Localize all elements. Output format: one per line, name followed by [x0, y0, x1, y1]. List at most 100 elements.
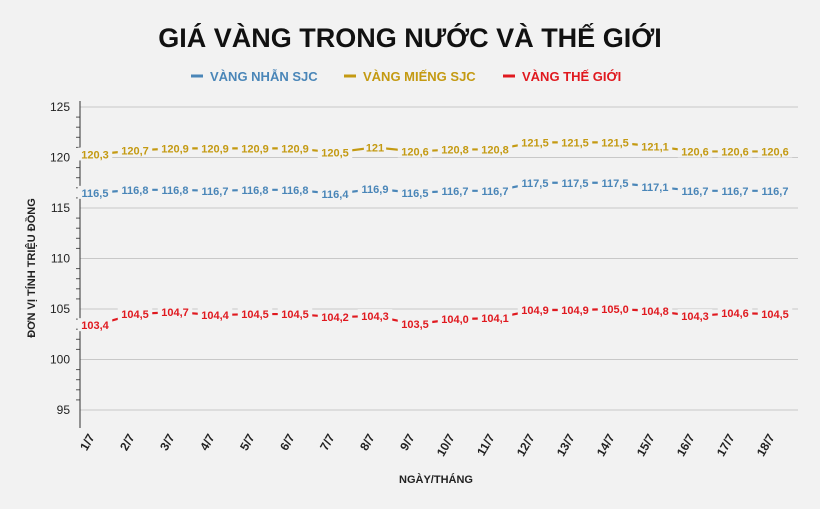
data-label-bg — [557, 135, 593, 149]
data-label: 120,6 — [721, 146, 749, 158]
data-label: 104,3 — [681, 311, 709, 323]
x-tick-label: 6/7 — [277, 431, 298, 453]
data-label: 104,0 — [441, 314, 469, 326]
y-tick-label: 120 — [50, 151, 70, 165]
data-label: 104,9 — [561, 305, 589, 317]
data-label: 104,5 — [121, 309, 149, 321]
data-label-bg — [77, 147, 113, 161]
data-label-bg — [677, 144, 713, 158]
data-label-bg — [397, 317, 433, 331]
data-label-bg — [597, 302, 633, 315]
data-label-bg — [357, 181, 393, 195]
data-label: 104,6 — [721, 308, 749, 320]
data-label: 104,5 — [241, 309, 269, 321]
data-label: 104,5 — [281, 309, 309, 321]
data-label: 116,8 — [282, 185, 309, 197]
x-tick-label: 17/7 — [714, 431, 738, 459]
data-label: 116,7 — [682, 186, 709, 198]
data-label: 116,5 — [402, 188, 429, 200]
x-tick-label: 1/7 — [77, 431, 98, 453]
x-tick-label: 14/7 — [594, 431, 618, 459]
data-label: 121,5 — [601, 137, 629, 149]
data-label-bg — [237, 307, 273, 321]
data-label: 120,8 — [441, 144, 469, 156]
data-label: 116,8 — [242, 185, 269, 197]
data-label-bg — [437, 142, 473, 156]
data-label: 120,6 — [761, 146, 789, 158]
data-label: 120,9 — [161, 143, 189, 155]
chart-title: GIÁ VÀNG TRONG NƯỚC VÀ THẾ GIỚI — [158, 22, 661, 53]
series-VÀNG THẾ GIỚI: 103,4 104,5 104,7 104,4 104,5 104,5 104,2 104,3… — [77, 302, 793, 332]
data-label: 116,7 — [762, 186, 789, 198]
data-label: 104,3 — [361, 311, 389, 323]
data-label: 116,7 — [442, 186, 469, 198]
data-label-bg — [637, 304, 673, 318]
data-label-bg — [317, 145, 353, 159]
y-axis-ticks: 95 100 105 110 115 120 125 — [50, 100, 70, 417]
data-label: 120,6 — [681, 146, 709, 158]
data-label-bg — [157, 141, 193, 155]
data-label-bg — [757, 307, 793, 321]
data-label-bg — [717, 306, 753, 320]
data-label-bg — [277, 307, 313, 321]
data-label: 103,5 — [401, 319, 429, 331]
data-label-bg — [197, 308, 233, 322]
data-label-bg — [517, 303, 553, 317]
data-label-bg — [437, 183, 473, 197]
data-label: 104,8 — [641, 306, 669, 318]
data-label: 120,7 — [121, 145, 149, 157]
data-label-bg — [717, 144, 753, 158]
x-tick-label: 11/7 — [474, 431, 498, 458]
data-label-bg — [437, 312, 473, 326]
data-label: 104,5 — [761, 309, 789, 321]
series-VÀNG MIẾNG SJC: 120,3 120,7 120,9 120,9 120,9 120,9 120,5 121 12… — [77, 135, 793, 161]
x-axis-label: NGÀY/THÁNG — [399, 473, 473, 486]
data-label: 120,3 — [81, 149, 109, 161]
data-label-bg — [157, 182, 193, 196]
data-label-bg — [717, 183, 753, 197]
data-label: 116,8 — [162, 185, 189, 197]
x-tick-label: 13/7 — [554, 431, 578, 459]
x-tick-label: 10/7 — [434, 431, 458, 459]
y-tick-label: 95 — [57, 403, 71, 417]
x-tick-label: 8/7 — [357, 431, 378, 453]
x-tick-label: 5/7 — [237, 431, 258, 453]
x-tick-label: 7/7 — [317, 431, 338, 453]
data-label-bg — [363, 140, 387, 154]
data-label: 120,9 — [281, 143, 309, 155]
data-label: 116,9 — [362, 184, 389, 196]
data-label: 103,4 — [81, 320, 109, 332]
series-line — [94, 307, 776, 327]
data-label: 120,9 — [241, 143, 269, 155]
data-label-bg — [277, 141, 313, 155]
series-line — [94, 141, 775, 156]
data-label: 120,6 — [401, 146, 429, 158]
x-tick-label: 12/7 — [514, 431, 538, 459]
data-label-bg — [237, 182, 273, 196]
data-label-bg — [77, 185, 113, 199]
data-label: 121,5 — [521, 137, 549, 149]
data-label-bg — [117, 307, 153, 321]
data-label-bg — [317, 310, 353, 324]
data-label-bg — [157, 305, 193, 319]
data-label-bg — [117, 182, 153, 196]
x-tick-label: 18/7 — [754, 431, 778, 459]
legend: VÀNG NHẪN SJC VÀNG MIẾNG SJC VÀNG THẾ GIỚI — [191, 69, 621, 84]
data-label-bg — [317, 186, 353, 200]
y-tick-label: 105 — [50, 302, 70, 316]
data-label: 105,0 — [601, 304, 629, 316]
x-tick-label: 3/7 — [157, 431, 178, 453]
y-tick-label: 100 — [50, 353, 70, 367]
data-label-bg — [597, 175, 633, 189]
data-label-bg — [197, 141, 233, 155]
data-label-bg — [197, 183, 233, 197]
data-label-bg — [77, 318, 113, 332]
data-label: 121 — [366, 142, 384, 154]
data-label-bg — [237, 141, 273, 155]
legend-entry: VÀNG NHẪN SJC — [210, 69, 318, 84]
data-label-bg — [677, 183, 713, 197]
data-label: 117,5 — [602, 178, 629, 190]
data-label: 116,7 — [202, 186, 229, 198]
data-label-bg — [557, 303, 593, 317]
